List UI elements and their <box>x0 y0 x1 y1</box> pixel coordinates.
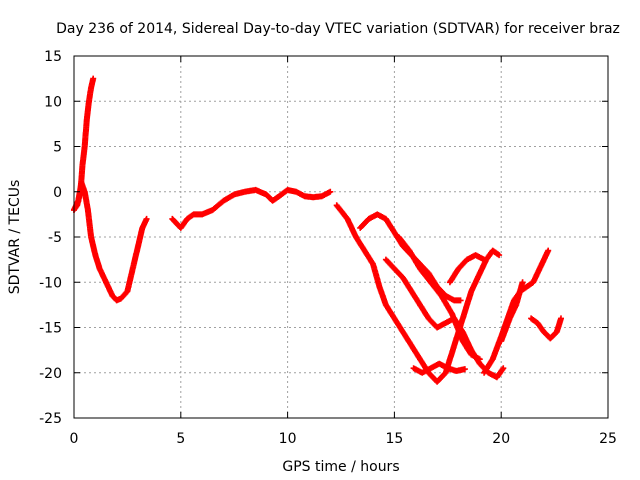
data-point <box>90 75 97 82</box>
ticks-layer: 0 5 10 15 20 25 -25 -20 -15 -10 -5 0 5 10 15 <box>39 49 617 447</box>
x-tick-label: 10 <box>279 431 297 447</box>
data-point <box>457 297 464 304</box>
series-arc-12 <box>528 315 564 342</box>
chart-title: Day 236 of 2014, Sidereal Day-to-day VTE… <box>56 21 620 37</box>
data-point <box>496 252 503 259</box>
y-tick-label: 0 <box>53 185 62 201</box>
series-arc-2 <box>71 179 150 304</box>
data-point <box>481 256 488 263</box>
x-tick-label: 20 <box>492 431 510 447</box>
y-axis-label: SDTVAR / TECUs <box>7 180 23 295</box>
y-tick-label: -25 <box>39 411 62 427</box>
series-arc-8 <box>410 360 468 376</box>
y-tick-label: 15 <box>44 49 62 65</box>
data-point <box>500 365 507 372</box>
data-point <box>519 279 526 286</box>
data-point <box>327 188 334 195</box>
x-tick-label: 5 <box>176 431 185 447</box>
x-tick-label: 25 <box>599 431 617 447</box>
data-point <box>558 315 564 322</box>
series-arc-9 <box>446 252 488 286</box>
x-tick-label: 15 <box>385 431 403 447</box>
points-layer <box>71 75 564 385</box>
series-arc-7 <box>395 234 483 363</box>
y-tick-label: 10 <box>44 94 62 110</box>
data-point <box>476 356 483 363</box>
data-point <box>143 215 150 222</box>
x-tick-label: 0 <box>70 431 79 447</box>
series-arc-6 <box>382 256 507 381</box>
series-arc-3 <box>169 186 334 231</box>
data-point <box>461 366 468 373</box>
y-tick-label: -10 <box>39 275 62 291</box>
y-tick-label: -5 <box>48 230 62 246</box>
y-tick-label: 5 <box>53 140 62 156</box>
y-tick-label: -20 <box>39 366 62 382</box>
data-point <box>545 247 552 254</box>
grid-layer <box>74 56 608 418</box>
y-tick-label: -15 <box>39 321 62 337</box>
x-axis-label: GPS time / hours <box>282 459 399 475</box>
series-arc-11 <box>498 279 526 345</box>
